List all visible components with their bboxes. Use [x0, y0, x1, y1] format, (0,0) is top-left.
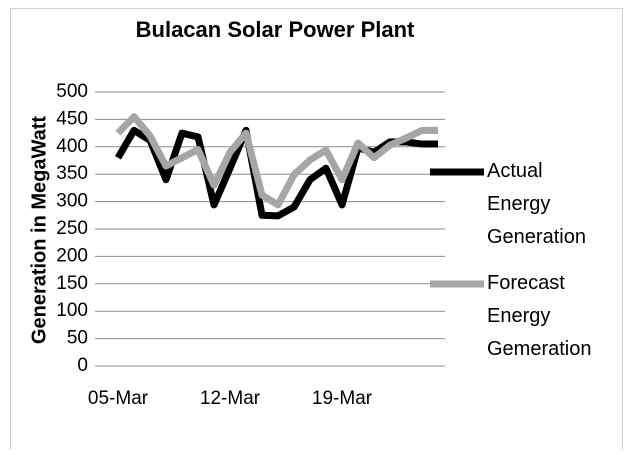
- y-tick-label: 300: [56, 191, 88, 212]
- y-tick-label: 100: [56, 300, 88, 321]
- x-tick-label: 12-Mar: [200, 388, 261, 409]
- x-tick-label: 05-Mar: [88, 388, 149, 409]
- y-tick-label: 350: [56, 163, 88, 184]
- legend-entry: Actual Energy Generation: [487, 160, 586, 248]
- y-tick-label: 150: [56, 273, 88, 294]
- legend-label: Forecast Energy Gemeration: [487, 272, 592, 360]
- x-tick-label: 19-Mar: [312, 388, 373, 409]
- y-tick-label: 450: [56, 108, 88, 129]
- y-tick-label: 0: [77, 355, 88, 376]
- y-tick-label: 200: [56, 245, 88, 266]
- legend-entry: Forecast Energy Gemeration: [487, 272, 592, 360]
- chart-border: [10, 8, 623, 454]
- chart-title: Bulacan Solar Power Plant: [136, 17, 415, 42]
- legend-label: Actual Energy Generation: [487, 160, 586, 248]
- y-axis-label: Generation in MegaWatt: [28, 116, 50, 345]
- y-tick-label: 400: [56, 136, 88, 157]
- y-tick-label: 50: [67, 328, 88, 349]
- y-tick-label: 250: [56, 218, 88, 239]
- y-tick-label: 500: [56, 81, 88, 102]
- data-line: [115, 113, 438, 209]
